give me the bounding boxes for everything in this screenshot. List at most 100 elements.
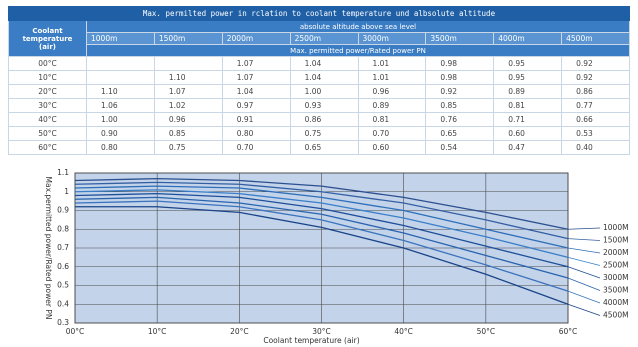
- table-row: 1000m 1500m 2000m 2500m 3000m 3500m 4000m 4500m: [9, 32, 630, 45]
- table-row: 20°C 1.10 1.07 1.04 1.00 0.96 0.92 0.89 0.86: [8, 84, 630, 99]
- series-line: [74, 196, 569, 279]
- legend-label: 1500M: [603, 236, 629, 245]
- series-line: [74, 177, 569, 230]
- table-value: 1.06: [86, 98, 155, 113]
- x-tick-label: 50°C: [477, 327, 496, 336]
- table-row: 60°C 0.80 0.75 0.70 0.65 0.60 0.54 0.47 0.40: [8, 140, 630, 155]
- corner-header: Coolant temperature (air): [8, 20, 87, 57]
- y-tick-label: 0.9: [57, 206, 69, 215]
- temperature: 60°C: [8, 140, 87, 155]
- table-value: 0.70: [357, 126, 427, 141]
- temperature: 00°C: [8, 56, 87, 71]
- altitude-label: 2000m: [221, 32, 291, 45]
- temperature: 30°C: [8, 98, 87, 113]
- temperature: 40°C: [8, 112, 87, 127]
- table-value: 0.92: [561, 56, 630, 71]
- x-tick-label: 10°C: [148, 327, 167, 336]
- table-value: 0.93: [289, 98, 359, 113]
- x-tick-label: 30°C: [312, 327, 331, 336]
- y-tick-label: 0.8: [57, 224, 69, 233]
- x-tick-label: 00°C: [66, 327, 85, 336]
- y-axis-title: Max.permitted power/Rated power PN: [44, 177, 53, 320]
- altitude-label: 2500m: [289, 32, 359, 45]
- legend-line: [567, 238, 601, 241]
- table-value: 0.98: [425, 70, 495, 85]
- table-value: 0.60: [357, 140, 427, 155]
- table-value: 0.80: [86, 140, 155, 155]
- x-tick-label: 40°C: [394, 327, 413, 336]
- table-value: 1.00: [86, 112, 155, 127]
- table-value: 0.40: [561, 140, 630, 155]
- legend-line: [567, 227, 601, 230]
- table-value: 0.53: [561, 126, 630, 141]
- table-value: [86, 70, 155, 85]
- legend-label: 4000M: [603, 298, 629, 307]
- altitude-header: absolute altitude above sea level: [86, 20, 630, 33]
- chart: 0.3 0.4 0.5 0.6 0.7 0.8 0.9 1 1.1 00°C 10°C 20°C 30°…: [44, 168, 629, 345]
- table-value: 0.91: [221, 112, 291, 127]
- y-tick-label: 0.3: [57, 318, 69, 327]
- legend-label: 2500M: [603, 261, 629, 270]
- table-value: 1.07: [221, 56, 291, 71]
- table-value: 0.85: [425, 98, 495, 113]
- temperature: 10°C: [8, 70, 87, 85]
- temperature: 20°C: [8, 84, 87, 99]
- table-value: 1.07: [153, 84, 223, 99]
- table-value: 1.10: [153, 70, 223, 85]
- table-value: 0.80: [221, 126, 291, 141]
- legend-label: 1000M: [603, 223, 629, 232]
- table-row: 30°C 1.06 1.02 0.97 0.93 0.89 0.85 0.81 0.77: [8, 98, 630, 113]
- legend-line: [567, 256, 601, 266]
- table-value: 1.02: [153, 98, 223, 113]
- table-value: 1.01: [357, 70, 427, 85]
- series-line: [74, 189, 569, 259]
- series-line: [74, 185, 569, 249]
- table-value: 0.70: [221, 140, 291, 155]
- legend-line: [567, 277, 601, 291]
- legend-line: [567, 247, 601, 254]
- legend-label: 2000M: [603, 248, 629, 257]
- table-row: 10°C 1.10 1.07 1.04 1.01 0.98 0.95 0.92: [8, 70, 630, 85]
- table-value: 0.76: [425, 112, 495, 127]
- altitude-label: 4500m: [561, 32, 630, 45]
- altitude-label: 4000m: [493, 32, 563, 45]
- table-row: Max. permilted power in rclation to cool…: [8, 6, 630, 21]
- table-value: 0.85: [153, 126, 223, 141]
- table-value: 0.54: [425, 140, 495, 155]
- table-row: 40°C 1.00 0.96 0.91 0.86 0.81 0.76 0.71 0.66: [8, 112, 630, 127]
- y-tick-label: 0.5: [57, 281, 69, 290]
- table-value: 0.97: [221, 98, 291, 113]
- temperature: 50°C: [8, 126, 87, 141]
- table-row: 00°C 1.07 1.04 1.01 0.98 0.95 0.92: [8, 56, 630, 71]
- y-tick-label: 1.1: [57, 168, 69, 177]
- table-value: 0.75: [153, 140, 223, 155]
- table-value: 0.89: [357, 98, 427, 113]
- table-value: 1.04: [289, 56, 359, 71]
- table-value: 1.00: [289, 84, 359, 99]
- series-line: [74, 181, 569, 240]
- table-value: 1.01: [357, 56, 427, 71]
- table-value: 0.65: [289, 140, 359, 155]
- legend-line: [567, 303, 601, 316]
- table-value: [153, 56, 223, 71]
- table-value: 1.04: [289, 70, 359, 85]
- table-row: Coolant temperature (air) absolute altitu…: [8, 20, 630, 57]
- table-value: 0.96: [357, 84, 427, 99]
- altitude-label: 1000m: [86, 32, 155, 45]
- altitude-label: 3500m: [425, 32, 495, 45]
- x-axis-title: Coolant temperature (air): [263, 336, 359, 345]
- y-tick-label: 1: [64, 187, 69, 196]
- table-row: 50°C 0.90 0.85 0.80 0.75 0.70 0.65 0.60 0.53: [8, 126, 630, 141]
- table-value: 0.81: [493, 98, 563, 113]
- table-value: 0.65: [425, 126, 495, 141]
- table-value: 0.66: [561, 112, 630, 127]
- x-tick-label: 20°C: [230, 327, 249, 336]
- table-value: 0.75: [289, 126, 359, 141]
- y-tick-label: 0.7: [57, 243, 69, 252]
- legend-label: 4500M: [603, 311, 629, 320]
- table-value: 0.92: [425, 84, 495, 99]
- legend-line: [567, 290, 601, 304]
- y-tick-label: 0.4: [57, 299, 69, 308]
- table-value: 0.47: [493, 140, 563, 155]
- altitude-label: 3000m: [357, 32, 427, 45]
